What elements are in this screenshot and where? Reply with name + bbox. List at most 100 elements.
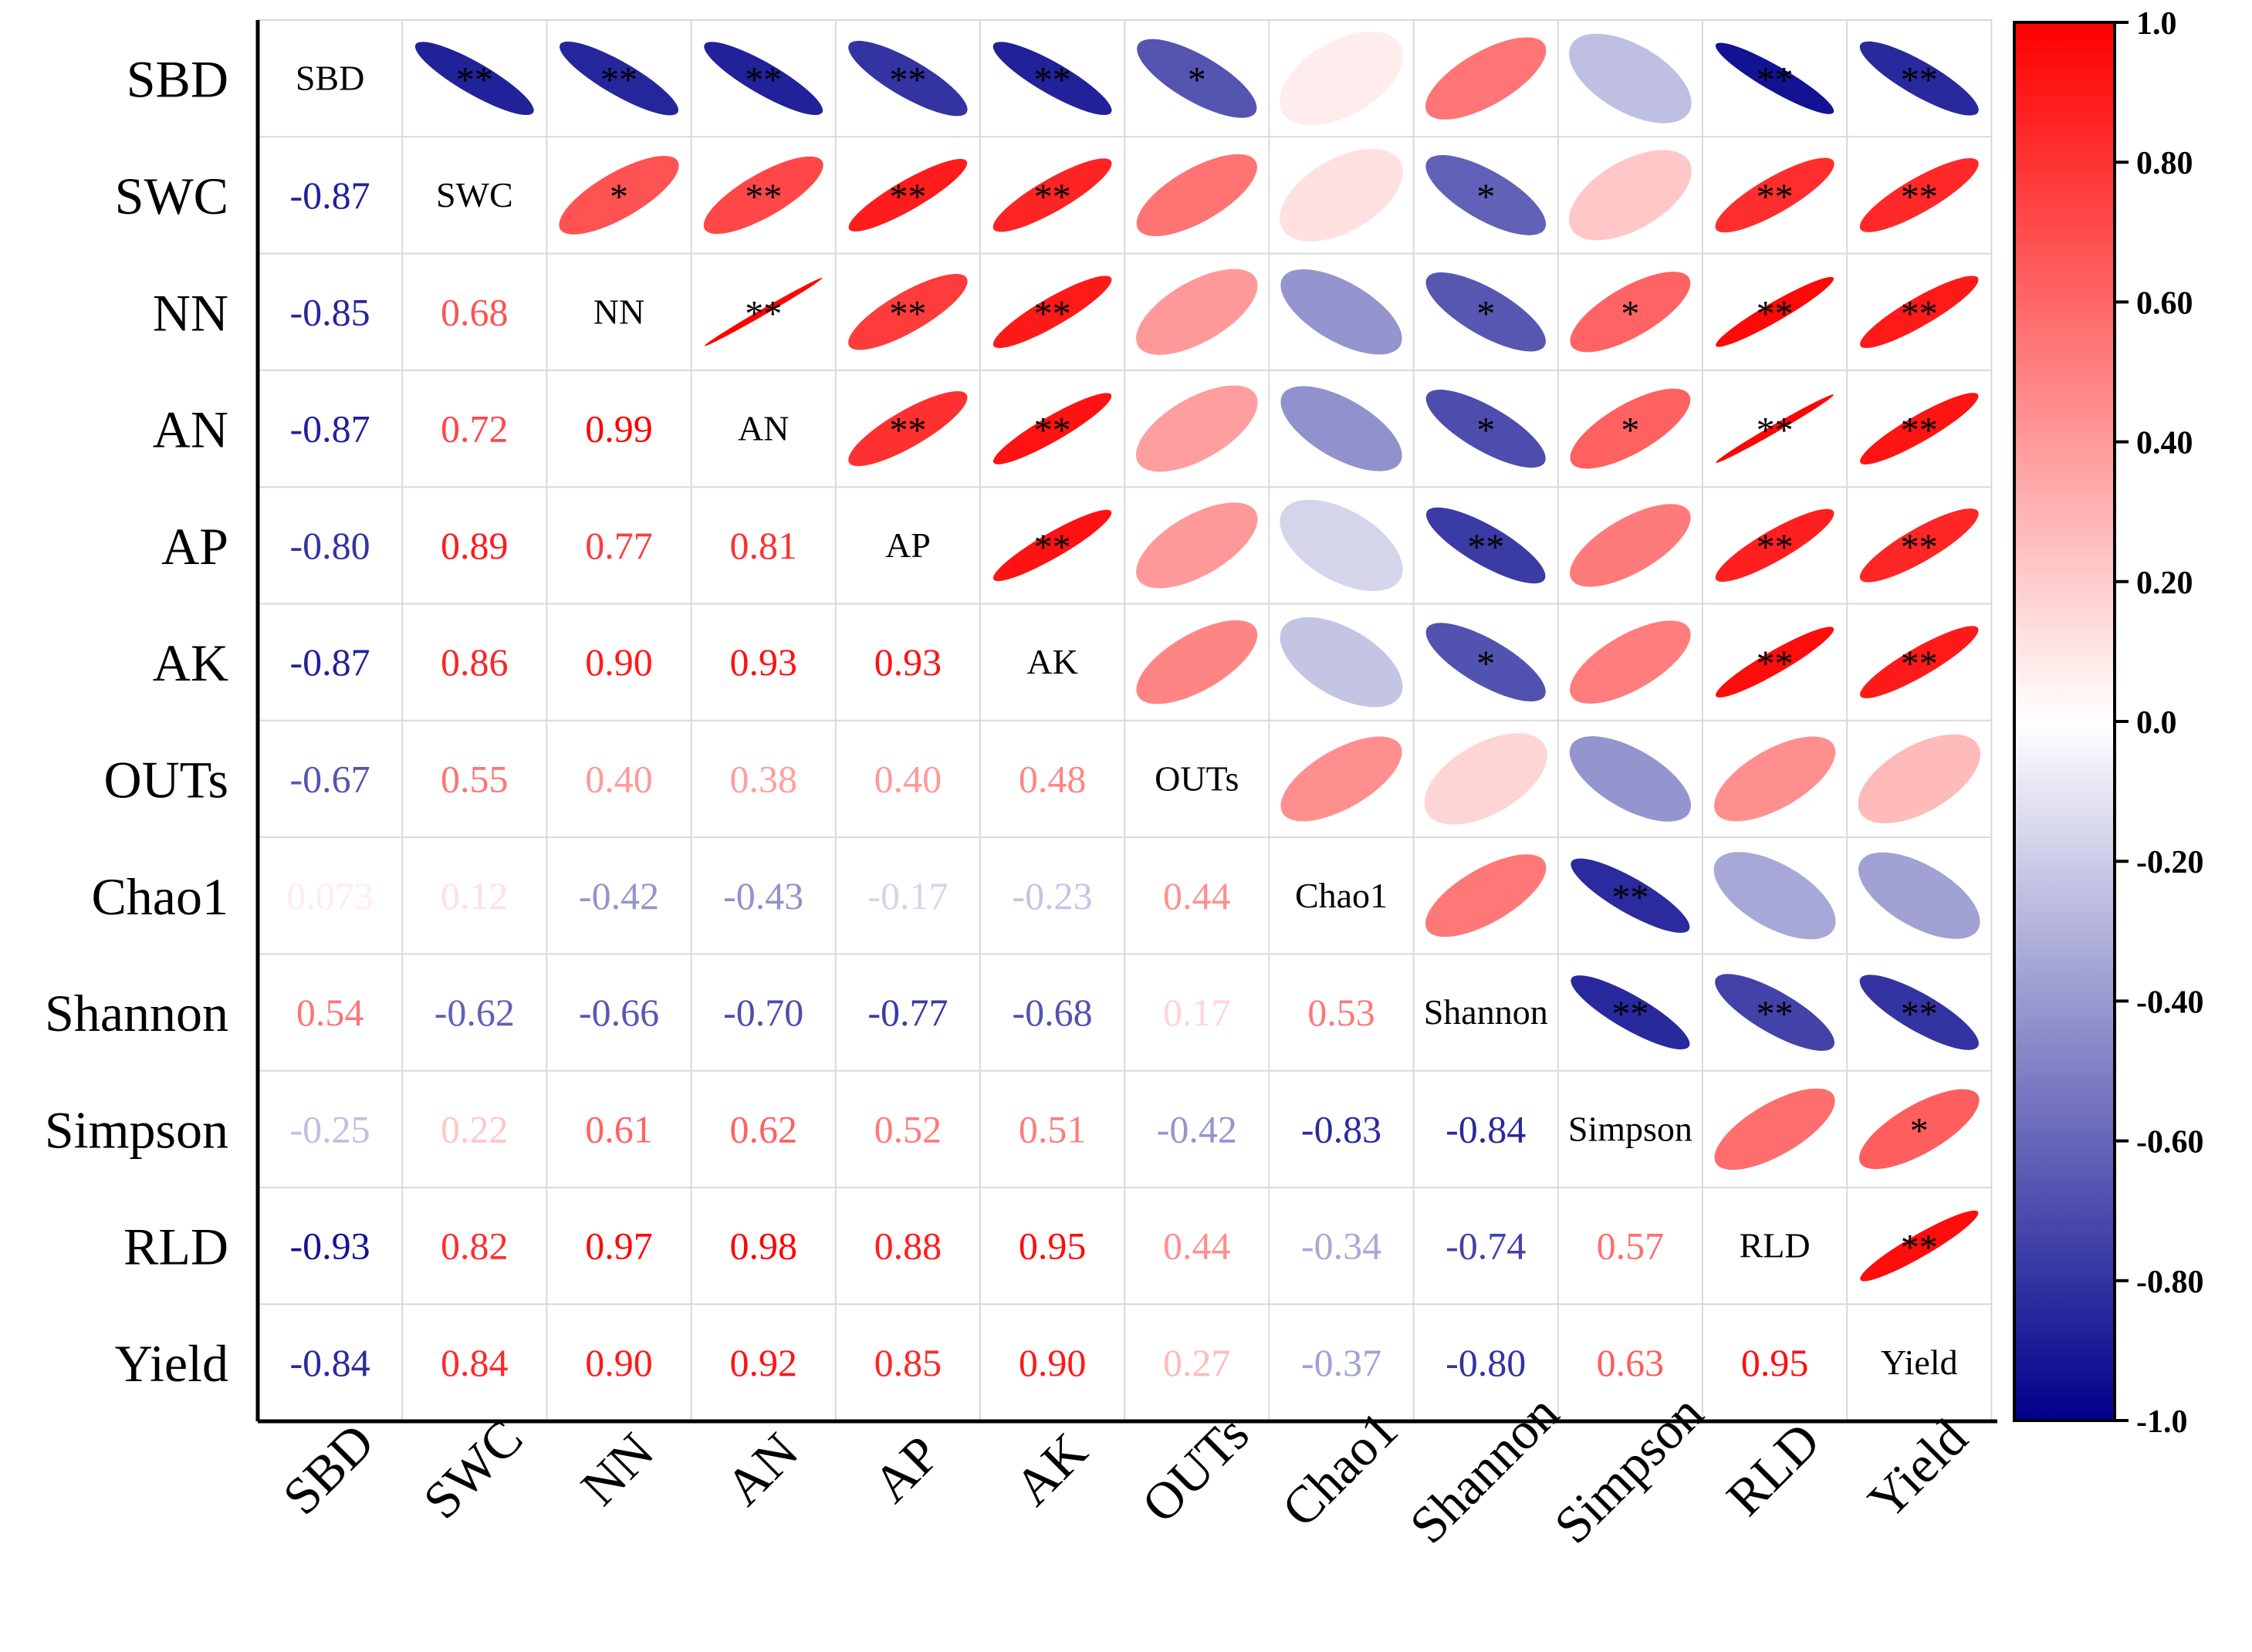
correlation-value-label: -0.34 xyxy=(1301,1225,1381,1268)
significance-marker: * xyxy=(1621,293,1639,334)
significance-marker: ** xyxy=(1757,60,1794,101)
correlation-ellipse xyxy=(1569,33,1692,123)
correlation-ellipse xyxy=(1569,150,1692,241)
correlation-ellipse xyxy=(1714,1088,1835,1171)
significance-marker: * xyxy=(1188,60,1206,101)
row-axis-label: Shannon xyxy=(45,984,228,1042)
row-axis-label: AP xyxy=(161,517,228,576)
colorbar-tick-label: -0.60 xyxy=(2136,1125,2204,1160)
correlation-ellipse xyxy=(1570,272,1691,353)
colorbar-tick-label: 0.20 xyxy=(2136,566,2193,601)
correlation-value-label: -0.43 xyxy=(723,874,803,917)
column-axis-label: NN xyxy=(570,1421,664,1516)
correlation-value-label: -0.74 xyxy=(1446,1225,1526,1268)
colorbar-tick-label: -0.20 xyxy=(2136,845,2204,880)
colorbar-tick-label: -1.0 xyxy=(2136,1404,2188,1440)
colorbar-tick-label: 0.60 xyxy=(2136,285,2193,321)
colorbar-tick-label: 0.0 xyxy=(2136,705,2177,741)
correlation-ellipse xyxy=(1569,736,1692,822)
correlation-value-label: 0.12 xyxy=(441,874,509,917)
correlation-ellipse xyxy=(848,391,968,467)
correlation-ellipse xyxy=(1136,620,1258,704)
row-labels: SBD SWC NN AN AP AK OUTs Chao1 Shannon Simpson RLD… xyxy=(45,50,228,1393)
correlation-ellipse xyxy=(1715,508,1834,583)
correlation-value-label: -0.87 xyxy=(290,407,370,451)
significance-marker: ** xyxy=(1757,410,1794,451)
correlation-value-label: 0.88 xyxy=(874,1225,942,1268)
correlation-value-label: 0.86 xyxy=(441,640,509,684)
correlation-ellipse xyxy=(1859,508,1979,583)
row-axis-label: RLD xyxy=(123,1218,228,1276)
correlation-value-label: 0.38 xyxy=(729,757,797,800)
diagonal-label: AK xyxy=(1026,642,1077,681)
correlation-value-label: -0.84 xyxy=(290,1341,370,1384)
correlation-ellipse xyxy=(1715,42,1834,114)
correlation-ellipse xyxy=(1715,157,1834,233)
significance-marker: ** xyxy=(745,293,782,334)
correlation-ellipse xyxy=(1425,155,1547,235)
correlation-ellipse xyxy=(1425,390,1546,468)
significance-marker: ** xyxy=(1901,293,1938,334)
correlation-value-label: 0.99 xyxy=(585,407,653,451)
correlation-value-label: 0.95 xyxy=(1741,1341,1809,1384)
correlation-value-label: 0.92 xyxy=(729,1341,797,1384)
correlation-value-label: 0.89 xyxy=(441,524,509,567)
correlation-value-label: 0.51 xyxy=(1019,1107,1087,1150)
significance-marker: ** xyxy=(1034,293,1071,334)
correlation-ellipse xyxy=(1860,1210,1979,1282)
correlation-value-label: 0.073 xyxy=(286,874,374,917)
significance-marker: ** xyxy=(1757,527,1794,568)
correlation-value-label: 0.22 xyxy=(441,1107,509,1150)
colorbar-tick-label: -0.40 xyxy=(2136,985,2204,1020)
cells-layer: SBD ** ** ** ** ** * ** **-0.87 SWC * ** ** ** * ** **-0… xyxy=(286,31,1980,1384)
correlation-value-label: 0.84 xyxy=(441,1341,509,1384)
correlation-value-label: -0.42 xyxy=(1157,1107,1237,1150)
correlation-value-label: -0.85 xyxy=(290,290,370,333)
significance-marker: ** xyxy=(1901,527,1938,568)
correlation-ellipse xyxy=(1425,507,1546,584)
correlation-value-label: 0.40 xyxy=(585,757,653,800)
significance-marker: ** xyxy=(1034,60,1071,101)
diagonal-label: Simpson xyxy=(1568,1109,1692,1148)
significance-marker: ** xyxy=(1757,293,1794,334)
correlation-ellipse xyxy=(848,158,968,231)
diagonal-label: Chao1 xyxy=(1295,876,1388,915)
column-axis-label: Yield xyxy=(1857,1408,1979,1530)
correlation-value-label: 0.77 xyxy=(585,524,653,567)
correlation-ellipse xyxy=(992,42,1112,116)
significance-marker: ** xyxy=(1467,527,1504,568)
correlation-ellipse xyxy=(848,40,968,117)
significance-marker: ** xyxy=(745,177,782,218)
correlation-value-label: 0.93 xyxy=(874,640,942,684)
row-axis-label: Simpson xyxy=(45,1100,228,1159)
correlation-ellipse xyxy=(1571,975,1690,1050)
significance-marker: ** xyxy=(889,60,926,101)
correlation-ellipse xyxy=(1858,852,1980,939)
correlation-ellipse xyxy=(1425,272,1546,352)
column-axis-label: SBD xyxy=(272,1412,385,1525)
correlation-ellipse xyxy=(1280,386,1402,471)
correlation-ellipse xyxy=(704,42,823,116)
column-axis-label: AP xyxy=(862,1424,951,1513)
correlation-ellipse xyxy=(992,275,1112,349)
correlation-ellipse xyxy=(1280,31,1403,126)
colorbar-gradient xyxy=(2013,21,2116,1422)
correlation-ellipse xyxy=(1858,1089,1980,1170)
colorbar-tick-label: 1.0 xyxy=(2136,6,2177,42)
correlation-ellipse xyxy=(1716,276,1834,347)
correlation-ellipse xyxy=(992,509,1112,582)
significance-marker: * xyxy=(1476,293,1495,334)
correlation-ellipse xyxy=(1280,736,1402,822)
significance-marker: * xyxy=(1476,177,1495,218)
column-axis-label: SWC xyxy=(412,1408,534,1530)
correlation-value-label: 0.63 xyxy=(1597,1341,1665,1384)
correlation-ellipse xyxy=(1425,37,1547,120)
diagonal-label: AP xyxy=(885,525,931,565)
correlation-value-label: 0.27 xyxy=(1163,1341,1231,1384)
correlation-value-label: 0.90 xyxy=(585,1341,653,1384)
significance-marker: ** xyxy=(1901,177,1938,218)
correlation-ellipse xyxy=(1860,275,1979,349)
row-axis-label: OUTs xyxy=(104,750,228,809)
significance-marker: ** xyxy=(1901,60,1938,101)
